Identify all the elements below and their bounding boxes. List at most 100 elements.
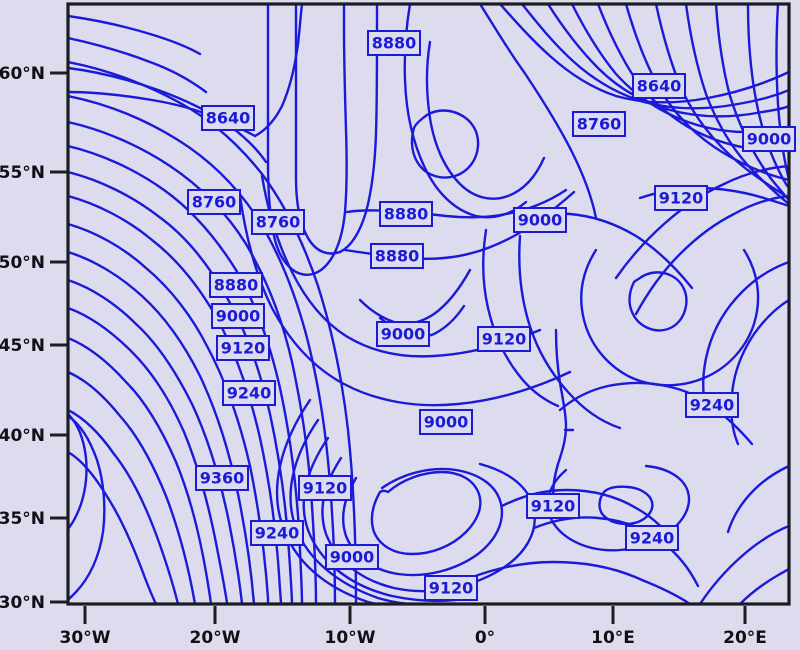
contour-line <box>518 234 622 430</box>
contour-line <box>68 408 180 604</box>
contour-label-box <box>526 493 580 519</box>
contour-line <box>730 298 789 446</box>
x-tick-label: 30°W <box>60 628 111 648</box>
contour-line <box>68 120 318 604</box>
y-tick-label: 45°N <box>0 336 45 356</box>
contour-line <box>266 4 348 276</box>
contour-label-box <box>216 335 270 361</box>
contour-label: 9240 <box>685 392 739 418</box>
x-tick-label: 0° <box>475 628 495 648</box>
x-tick-label: 20°W <box>190 628 241 648</box>
contour-label-text: 8640 <box>206 109 251 128</box>
contour-label-text: 9120 <box>659 189 704 208</box>
y-tick-label: 50°N <box>0 253 45 273</box>
contour-label-box <box>572 111 626 137</box>
y-tick-label: 40°N <box>0 426 45 446</box>
contour-line <box>598 485 654 526</box>
contour-label-text: 9120 <box>303 479 348 498</box>
contour-label-text: 9000 <box>381 325 426 344</box>
contour-line <box>68 336 213 604</box>
contour-label: 8640 <box>201 105 255 131</box>
contour-line <box>520 4 789 110</box>
contour-line <box>68 306 229 604</box>
y-axis-tick-labels: 60°N 55°N 50°N 45°N 40°N 35°N 30°N <box>0 64 45 613</box>
contour-line <box>410 109 480 179</box>
contour-label-box <box>379 201 433 227</box>
contour-line <box>68 66 268 164</box>
contour-line <box>260 174 542 358</box>
contour-label-box <box>325 544 379 570</box>
y-tick-label: 30°N <box>0 593 45 613</box>
y-tick-label: 60°N <box>0 64 45 84</box>
contour-label: 9000 <box>325 544 379 570</box>
contour-label-box <box>211 303 265 329</box>
x-axis-ticks <box>83 606 747 624</box>
contour-label-box <box>367 30 421 56</box>
contour-line <box>775 4 789 182</box>
contour-lines-group <box>68 4 789 604</box>
contour-label: 9240 <box>222 380 276 406</box>
x-tick-label: 20°E <box>723 628 767 648</box>
contour-label: 9240 <box>625 525 679 551</box>
contour-label-text: 9120 <box>221 339 266 358</box>
contour-label-box <box>222 380 276 406</box>
contour-label-box <box>477 326 531 352</box>
contour-label-text: 9240 <box>690 396 735 415</box>
contour-line <box>684 4 789 206</box>
contour-label: 9240 <box>250 520 304 546</box>
contour-label-text: 9120 <box>531 497 576 516</box>
contour-line <box>68 194 283 604</box>
y-tick-label: 35°N <box>0 509 45 529</box>
contour-line <box>552 328 568 504</box>
contour-label-box <box>298 475 352 501</box>
contour-label-box <box>209 272 263 298</box>
contour-label: 8760 <box>187 189 241 215</box>
contour-label: 8880 <box>367 30 421 56</box>
contour-label: 9120 <box>298 475 352 501</box>
contour-label: 8760 <box>251 209 305 235</box>
contour-label: 8880 <box>379 201 433 227</box>
plot-frame <box>66 2 791 606</box>
contour-label-box <box>625 525 679 551</box>
contour-line <box>746 4 789 190</box>
contour-line <box>68 412 88 531</box>
contour-label-text: 9120 <box>429 579 474 598</box>
contour-line <box>628 271 688 332</box>
contour-label-text: 9000 <box>216 307 261 326</box>
contour-label-box <box>685 392 739 418</box>
contour-line <box>68 14 202 56</box>
contour-label: 9120 <box>526 493 580 519</box>
contour-label: 9000 <box>419 409 473 435</box>
contour-label: 8880 <box>370 243 424 269</box>
contour-labels-group: 8880 8640 8640 8760 9000 8760 8760 8880 9000 9120… <box>187 30 796 601</box>
contour-line <box>253 4 304 138</box>
contour-label: 9360 <box>195 465 249 491</box>
contour-label: 8640 <box>632 73 686 99</box>
contour-label: 9000 <box>211 303 265 329</box>
contour-label-box <box>370 243 424 269</box>
contour-label: 9000 <box>513 207 567 233</box>
contour-label-box <box>742 126 796 152</box>
contour-label: 9120 <box>424 575 478 601</box>
contour-line <box>289 418 416 604</box>
contour-label: 9120 <box>216 335 270 361</box>
contour-label: 8760 <box>572 111 626 137</box>
contour-label-text: 9240 <box>227 384 272 403</box>
contour-line <box>738 567 789 604</box>
contour-label-text: 9240 <box>630 529 675 548</box>
x-tick-label: 10°E <box>591 628 635 648</box>
contour-label-text: 8880 <box>214 276 259 295</box>
contour-line <box>478 4 598 220</box>
contour-label-text: 8760 <box>577 115 622 134</box>
x-tick-label: 10°W <box>325 628 376 648</box>
contour-label-text: 9000 <box>518 211 563 230</box>
contour-line <box>68 278 244 604</box>
contour-label-box <box>250 520 304 546</box>
contour-label-text: 9000 <box>330 548 375 567</box>
contour-label-box <box>424 575 478 601</box>
contour-label: 9000 <box>376 321 430 347</box>
contour-label-box <box>513 207 567 233</box>
contour-label-text: 8760 <box>256 213 301 232</box>
contour-line <box>726 464 789 534</box>
contour-line <box>498 4 789 104</box>
